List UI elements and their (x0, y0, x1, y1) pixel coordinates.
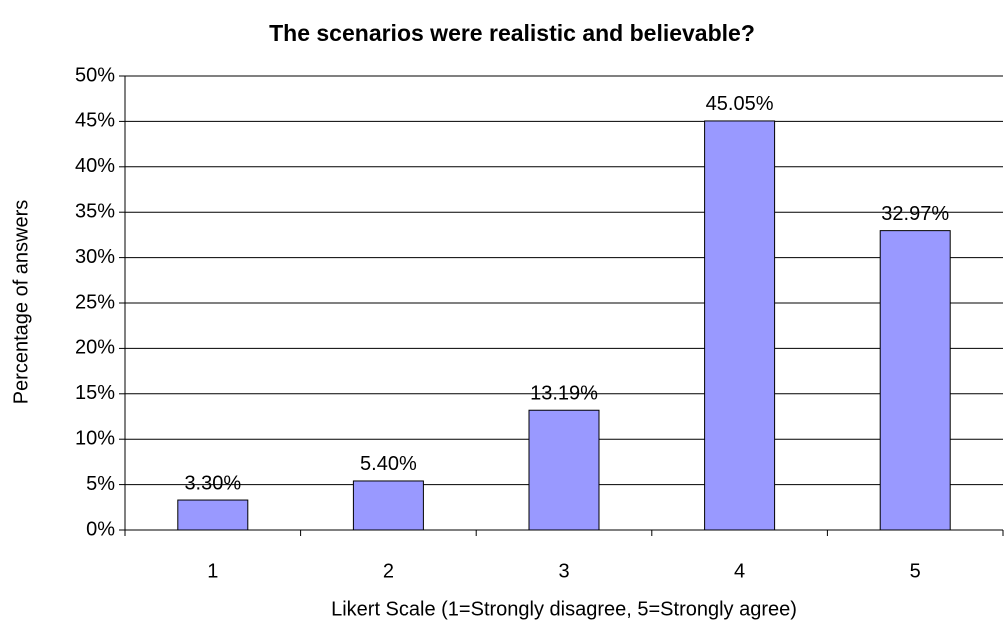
x-tick-label: 2 (383, 560, 394, 582)
value-label: 5.40% (360, 453, 417, 475)
chart-title: The scenarios were realistic and believa… (269, 20, 755, 46)
y-tick-label: 0% (86, 518, 115, 540)
x-tick-label: 3 (558, 560, 569, 582)
y-axis-label: Percentage of answers (10, 200, 32, 405)
y-tick-label: 15% (75, 382, 115, 404)
bar (704, 120, 776, 531)
y-tick-label: 5% (86, 473, 115, 495)
bar (177, 499, 249, 531)
y-tick-label: 40% (75, 155, 115, 177)
bar (528, 409, 600, 531)
y-tick-label: 25% (75, 291, 115, 313)
y-tick-label: 30% (75, 246, 115, 268)
value-label: 3.30% (184, 472, 241, 494)
y-tick-label: 45% (75, 110, 115, 132)
x-tick-label: 4 (734, 560, 745, 582)
bar (879, 230, 951, 531)
value-label: 32.97% (881, 203, 949, 225)
y-tick-label: 10% (75, 427, 115, 449)
y-tick-label: 50% (75, 64, 115, 86)
bar (352, 480, 424, 531)
value-label: 45.05% (706, 93, 774, 115)
value-label: 13.19% (530, 383, 598, 405)
x-tick-label: 1 (207, 560, 218, 582)
x-axis-label: Likert Scale (1=Strongly disagree, 5=Str… (331, 598, 797, 620)
y-tick-label: 35% (75, 200, 115, 222)
y-tick-label: 20% (75, 337, 115, 359)
x-tick-label: 5 (910, 560, 921, 582)
